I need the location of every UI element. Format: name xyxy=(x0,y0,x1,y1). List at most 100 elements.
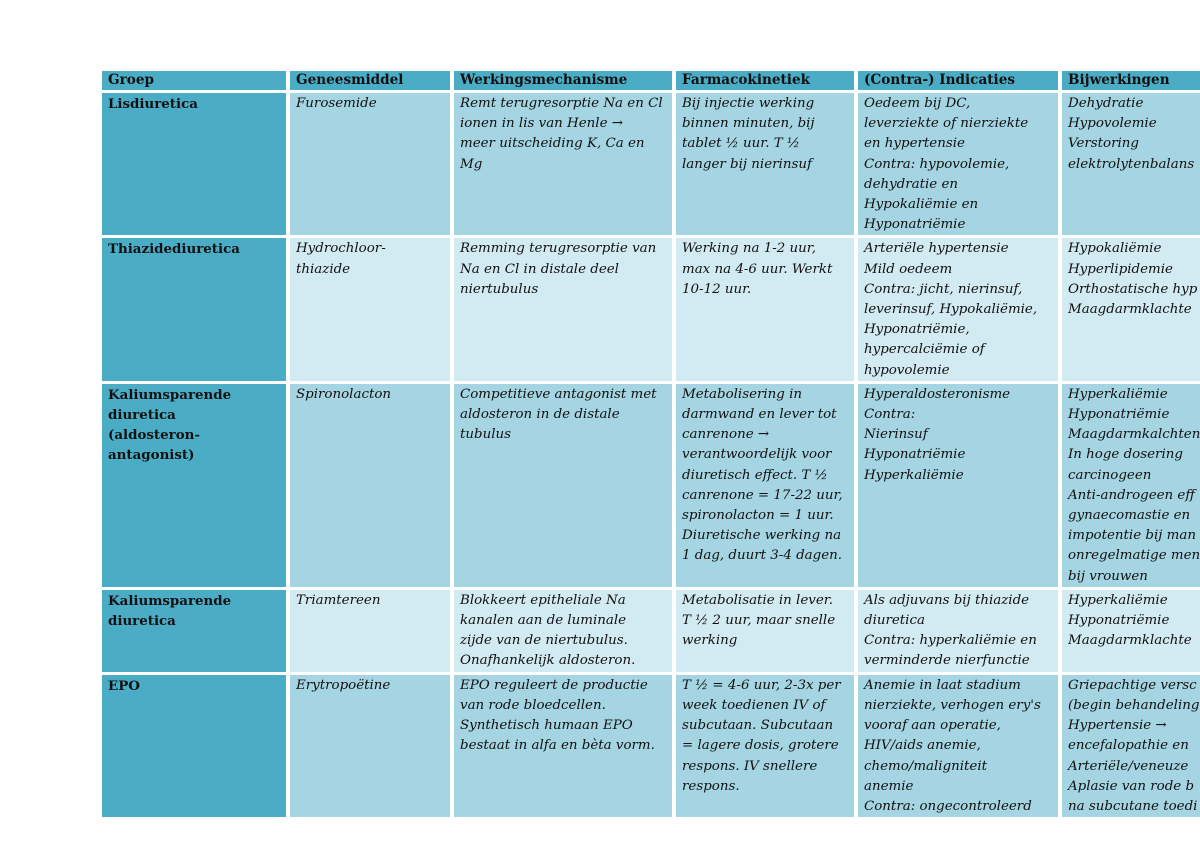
drug-cell: Furosemide xyxy=(290,93,450,236)
mechanism-cell: Blokkeert epitheliale Na kanalen aan de … xyxy=(454,589,672,672)
indication-line: Contra: hypovolemie, xyxy=(864,156,1010,172)
pk-line: darmwand en lever tot xyxy=(682,407,837,423)
mechanism-line: Synthetisch humaan EPO xyxy=(460,718,633,734)
side-effect-line: carcinogeen xyxy=(1068,467,1152,483)
pharmacokinetics-cell: Metabolisering in darmwand en lever tot … xyxy=(676,383,854,587)
side-effect-line: Hypokaliëmie xyxy=(1068,241,1162,257)
pk-line: max na 4-6 uur. Werkt xyxy=(682,261,833,277)
drug-cell: Erytropoëtine xyxy=(290,674,450,818)
indication-line: Arteriële hypertensie xyxy=(864,241,1009,257)
group-line: Thiazidediuretica xyxy=(108,241,240,258)
indication-line: en hypertensie xyxy=(864,136,965,152)
side-effect-line: Maagdarmkalchten xyxy=(1068,427,1200,443)
group-cell: Kaliumsparende diuretica (aldosteron- an… xyxy=(102,383,286,587)
indication-line: Hyponatriëmie, xyxy=(864,322,970,338)
indication-line: Mild oedeem xyxy=(864,261,953,277)
indication-line: Contra: jicht, nierinsuf, xyxy=(864,281,1023,297)
indication-line: Contra: xyxy=(864,407,916,423)
pk-line: week toedienen IV of xyxy=(682,697,826,713)
indications-cell: Oedeem bij DC, leverziekte of nierziekte… xyxy=(858,93,1058,236)
pharmacokinetics-cell: Bij injectie werking binnen minuten, bij… xyxy=(676,93,854,236)
side-effect-line: (begin behandeling xyxy=(1068,697,1200,713)
side-effect-line: Arteriële/veneuze xyxy=(1068,758,1189,774)
indications-cell: Arteriële hypertensie Mild oedeem Contra… xyxy=(858,238,1058,381)
drug-line: Triamtereen xyxy=(296,592,381,608)
pharmacokinetics-cell: Metabolisatie in lever. T ½ 2 uur, maar … xyxy=(676,589,854,672)
mechanism-line: Remming terugresorptie van xyxy=(460,241,657,257)
group-line: diuretica xyxy=(108,613,176,630)
drug-line: Spironolacton xyxy=(296,386,392,402)
group-line: Lisdiuretica xyxy=(108,96,198,112)
table-header-row: Groep Geneesmiddel Werkingsmechanisme Fa… xyxy=(102,71,1200,90)
indication-line: Hypokaliëmie en xyxy=(864,197,979,213)
indication-line: dehydratie en xyxy=(864,176,959,192)
table-body: Lisdiuretica Furosemide Remt terugresorp… xyxy=(102,93,1200,818)
pharmacokinetics-cell: T ½ = 4-6 uur, 2-3x per week toedienen I… xyxy=(676,674,854,818)
side-effect-line: Hypertensie → xyxy=(1068,718,1167,734)
group-line: EPO xyxy=(108,677,140,694)
side-effect-line: Griepachtige versc xyxy=(1068,677,1197,693)
pk-line: Metabolisering in xyxy=(682,386,803,402)
indication-line: anemie xyxy=(864,778,914,794)
side-effects-cell: Griepachtige versc (begin behandeling Hy… xyxy=(1062,674,1200,818)
pk-line: spironolacton = 1 uur. xyxy=(682,508,834,524)
mechanism-cell: Competitieve antagonist met aldosteron i… xyxy=(454,383,672,587)
side-effect-line: Hyperkaliëmie xyxy=(1068,386,1168,402)
mechanism-line: Remt terugresorptie Na en Cl xyxy=(460,96,663,111)
mechanism-line: bestaat in alfa en bèta vorm. xyxy=(460,738,655,754)
side-effects-cell: Hyperkaliëmie Hyponatriëmie Maagdarmklac… xyxy=(1062,589,1200,672)
indication-line: nierziekte, verhogen ery's xyxy=(864,697,1041,713)
table-row: Thiazidediuretica Hydrochloor- thiazide … xyxy=(102,238,1200,381)
group-cell: Kaliumsparende diuretica xyxy=(102,589,286,672)
pk-line: respons. xyxy=(682,778,740,794)
indication-line: hypercalciëmie of xyxy=(864,342,985,358)
side-effect-line: encefalopathie en xyxy=(1068,738,1189,754)
group-cell: Thiazidediuretica xyxy=(102,238,286,381)
group-line: diuretica xyxy=(108,407,176,424)
indication-line: leverinsuf, Hypokaliëmie, xyxy=(864,302,1038,318)
pk-line: Werking na 1-2 uur, xyxy=(682,241,816,257)
mechanism-line: kanalen aan de luminale xyxy=(460,613,627,629)
indication-line: vooraf aan operatie, xyxy=(864,718,1001,734)
pk-line: canrenone → xyxy=(682,427,770,443)
side-effects-cell: Hypokaliëmie Hyperlipidemie Orthostatisc… xyxy=(1062,238,1200,381)
mechanism-line: van rode bloedcellen. xyxy=(460,697,606,713)
mechanism-line: Blokkeert epitheliale Na xyxy=(460,592,626,608)
drug-line: Erytropoëtine xyxy=(296,677,391,693)
header-farmacokinetiek: Farmacokinetiek xyxy=(676,71,854,90)
side-effect-line: In hoge dosering xyxy=(1068,447,1183,463)
pk-line: respons. IV snellere xyxy=(682,758,818,774)
indication-line: hypovolemie xyxy=(864,362,950,378)
mechanism-line: Onafhankelijk aldosteron. xyxy=(460,653,636,669)
pk-line: verantwoordelijk voor xyxy=(682,447,832,463)
pk-line: T ½ 2 uur, maar snelle xyxy=(682,613,836,629)
indication-line: leverziekte of nierziekte xyxy=(864,116,1029,132)
mechanism-line: niertubulus xyxy=(460,281,539,297)
side-effect-line: Hyperlipidemie xyxy=(1068,261,1173,277)
pk-line: werking xyxy=(682,633,738,649)
mechanism-line: zijde van de niertubulus. xyxy=(460,633,628,649)
indication-line: Anemie in laat stadium xyxy=(864,677,1021,693)
mechanism-line: tubulus xyxy=(460,427,511,443)
mechanism-line: meer uitscheiding K, Ca en xyxy=(460,136,645,152)
table-row: Kaliumsparende diuretica (aldosteron- an… xyxy=(102,383,1200,587)
pk-line: subcutaan. Subcutaan xyxy=(682,718,834,734)
indication-line: verminderde nierfunctie xyxy=(864,653,1030,669)
drug-line: Hydrochloor- xyxy=(296,241,386,257)
table-row: Lisdiuretica Furosemide Remt terugresorp… xyxy=(102,93,1200,236)
indication-line: Contra: ongecontroleerd xyxy=(864,798,1032,814)
side-effect-line: Hyperkaliëmie xyxy=(1068,592,1168,608)
group-line: Kaliumsparende xyxy=(108,592,232,609)
group-line: Kaliumsparende xyxy=(108,386,232,403)
table-row: EPO Erytropoëtine EPO reguleert de produ… xyxy=(102,674,1200,818)
side-effects-cell: Hyperkaliëmie Hyponatriëmie Maagdarmkalc… xyxy=(1062,383,1200,587)
indication-line: Hyperaldosteronisme xyxy=(864,386,1011,402)
side-effect-line: Aplasie van rode b xyxy=(1068,778,1195,794)
indication-line: Als adjuvans bij thiazide xyxy=(864,592,1030,608)
pk-line: langer bij nierinsuf xyxy=(682,156,812,172)
pk-line: canrenone = 17-22 uur, xyxy=(682,487,843,503)
indication-line: Hyponatriëmie xyxy=(864,447,966,463)
side-effect-line: Hyponatriëmie xyxy=(1068,407,1170,423)
group-cell: EPO xyxy=(102,674,286,818)
side-effect-line: Orthostatische hyp xyxy=(1068,281,1198,297)
